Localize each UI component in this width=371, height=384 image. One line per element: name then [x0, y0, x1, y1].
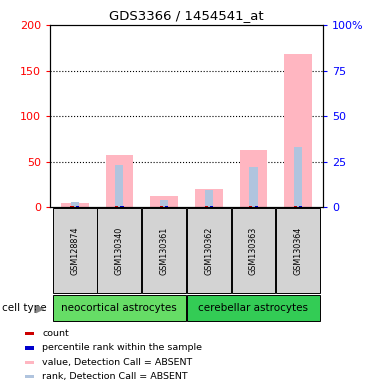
- Bar: [210, 206, 213, 207]
- FancyBboxPatch shape: [187, 208, 231, 293]
- Bar: [160, 206, 163, 207]
- Bar: [150, 197, 178, 207]
- FancyBboxPatch shape: [53, 295, 186, 321]
- Bar: [294, 206, 297, 207]
- Bar: [121, 206, 124, 207]
- Bar: [25, 361, 33, 364]
- Bar: [205, 190, 213, 207]
- Bar: [115, 166, 124, 207]
- Bar: [76, 206, 79, 207]
- FancyBboxPatch shape: [98, 208, 141, 293]
- Bar: [25, 375, 33, 378]
- Bar: [70, 206, 73, 207]
- Text: GSM128874: GSM128874: [70, 226, 79, 275]
- Bar: [249, 206, 252, 207]
- Bar: [249, 167, 257, 207]
- Text: GSM130340: GSM130340: [115, 227, 124, 275]
- Text: value, Detection Call = ABSENT: value, Detection Call = ABSENT: [42, 358, 193, 367]
- Text: GSM130362: GSM130362: [204, 227, 213, 275]
- Text: cerebellar astrocytes: cerebellar astrocytes: [198, 303, 308, 313]
- Bar: [25, 332, 33, 335]
- FancyBboxPatch shape: [187, 295, 320, 321]
- Bar: [70, 202, 79, 207]
- Bar: [25, 346, 33, 349]
- Text: neocortical astrocytes: neocortical astrocytes: [62, 303, 177, 313]
- Bar: [240, 150, 267, 207]
- FancyBboxPatch shape: [232, 208, 275, 293]
- Text: rank, Detection Call = ABSENT: rank, Detection Call = ABSENT: [42, 372, 188, 381]
- Text: count: count: [42, 329, 69, 338]
- FancyBboxPatch shape: [53, 208, 96, 293]
- Text: ▶: ▶: [36, 303, 44, 313]
- Text: percentile rank within the sample: percentile rank within the sample: [42, 344, 203, 353]
- Text: GSM130361: GSM130361: [160, 227, 168, 275]
- Bar: [105, 156, 133, 207]
- Bar: [284, 54, 312, 207]
- Bar: [294, 147, 302, 207]
- Text: GSM130363: GSM130363: [249, 227, 258, 275]
- FancyBboxPatch shape: [142, 208, 186, 293]
- Text: cell type: cell type: [2, 303, 46, 313]
- Text: GSM130364: GSM130364: [294, 227, 303, 275]
- Bar: [61, 203, 89, 207]
- Bar: [255, 206, 258, 207]
- Bar: [160, 200, 168, 207]
- Bar: [165, 206, 168, 207]
- FancyBboxPatch shape: [276, 208, 320, 293]
- Title: GDS3366 / 1454541_at: GDS3366 / 1454541_at: [109, 9, 264, 22]
- Bar: [195, 189, 223, 207]
- Bar: [115, 206, 118, 207]
- Bar: [299, 206, 302, 207]
- Bar: [204, 206, 208, 207]
